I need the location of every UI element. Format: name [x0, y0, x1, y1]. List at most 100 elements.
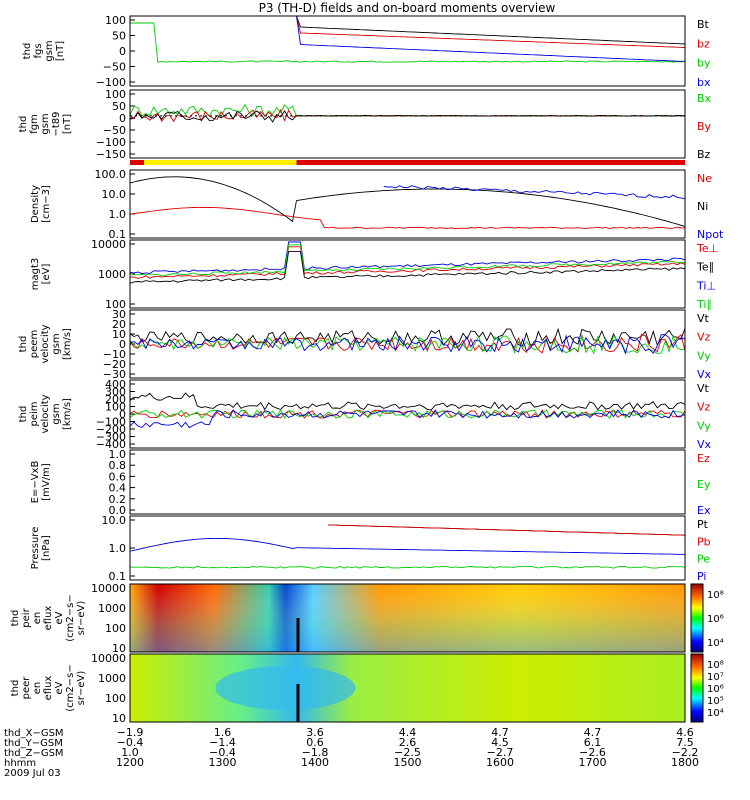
legend-entry: Te∥	[696, 261, 714, 274]
mode-bar	[130, 160, 685, 165]
xaxis-value: 0.6	[306, 736, 324, 749]
legend-entry: Npot	[697, 228, 724, 241]
axis-label: eflux	[43, 606, 54, 631]
xaxis-value: −1.4	[209, 736, 236, 749]
tick-label: 10.0	[102, 188, 127, 201]
colorbar-tick-label: 10⁸	[707, 660, 724, 671]
colorbar-tick-label: 10⁶	[707, 684, 724, 695]
series-line	[129, 409, 686, 419]
spectrogram-feature	[215, 666, 356, 710]
axis-label: [nPa]	[41, 535, 52, 561]
series-line	[129, 327, 686, 347]
axis-label: eV	[54, 681, 65, 694]
series-line	[129, 246, 686, 279]
tick-label: −150	[96, 148, 126, 161]
legend-entry: Vy	[697, 349, 711, 362]
axis-label: [km/s]	[62, 398, 73, 430]
axis-label: fgs	[33, 43, 44, 58]
legend-entry: Bx	[697, 92, 712, 105]
tick-label: 0.2	[109, 493, 127, 506]
xaxis-value: −1.8	[302, 746, 329, 759]
panel-frame	[129, 309, 686, 379]
tick-label: −400	[96, 438, 126, 451]
xaxis-value: 6.1	[584, 736, 602, 749]
tick-label: 1.0	[109, 542, 127, 555]
legend-entry: Vy	[697, 419, 711, 432]
axis-label: (cm2−s−	[65, 594, 76, 641]
axis-label: peir	[21, 607, 32, 627]
axis-label: gsm	[51, 333, 62, 354]
tick-label: −30	[103, 368, 126, 381]
axis-label: sr−eV)	[76, 601, 87, 636]
tick-label: 100	[105, 622, 126, 635]
tick-label: 50	[112, 30, 126, 43]
colorbar-tick-label: 10⁸	[707, 590, 724, 601]
axis-label: thd	[18, 406, 29, 423]
panel-frame	[129, 653, 686, 723]
mode-bar-segment	[296, 160, 685, 165]
xaxis-value: 1.0	[121, 746, 139, 759]
figure-title: P3 (TH-D) fields and on-board moments ov…	[259, 1, 556, 15]
tick-label: 0	[119, 338, 126, 351]
legend-entry: bz	[697, 37, 710, 50]
tick-label: 10	[112, 712, 126, 725]
axis-label: peer	[21, 676, 32, 700]
xaxis-date: 2009 Jul 03	[4, 768, 61, 779]
xaxis-value: 3.6	[306, 726, 324, 739]
data-gap-bar	[296, 684, 300, 722]
axis-label: [eV]	[41, 264, 52, 285]
panel-fgs: thd fgs gsm [nT] 100 50 0 −50 −100 Bt bz by bx	[22, 14, 711, 89]
legend-entry: Ti∥	[696, 298, 712, 311]
tick-label: −100	[96, 416, 126, 429]
series-line	[129, 565, 686, 569]
xaxis-value: −2.5	[394, 746, 421, 759]
axis-label: [nT]	[55, 41, 66, 61]
xaxis-value: 1600	[486, 756, 514, 769]
axis-label: thd	[22, 43, 33, 60]
legend-entry: Ne	[697, 172, 712, 185]
axis-label: peim	[29, 401, 40, 426]
tick-label: 10	[112, 328, 126, 341]
axis-label: −t89	[51, 111, 62, 136]
tick-label: 20	[112, 318, 126, 331]
panel-frame	[129, 89, 686, 159]
legend-entry: Ey	[697, 478, 711, 491]
xaxis-row-label: thd_X−GSM	[4, 728, 64, 739]
series-line	[129, 110, 686, 123]
axis-label: thd	[10, 610, 21, 627]
panel-frame	[129, 169, 686, 239]
tick-label: 100	[105, 88, 126, 101]
tick-label: 100	[105, 298, 126, 311]
series-line	[129, 334, 686, 355]
xaxis-value: −2.7	[487, 746, 514, 759]
legend-entry: Te⊥	[696, 242, 718, 255]
axis-label: Pressure	[30, 527, 41, 570]
tick-label: 1000	[98, 268, 126, 281]
mode-bar-segment	[144, 160, 297, 165]
tick-label: 0.4	[109, 482, 127, 495]
tick-label: 100	[105, 692, 126, 705]
series-line	[130, 15, 686, 62]
tick-label: 100	[105, 14, 126, 27]
xaxis-value: 2.6	[399, 736, 417, 749]
legend-entry: Bt	[697, 18, 710, 31]
tick-label: 0.0	[109, 504, 127, 517]
tick-label: −20	[103, 358, 126, 371]
tick-label: −50	[103, 61, 126, 74]
axis-label: en	[32, 682, 43, 695]
legend-entry: Vz	[697, 331, 711, 344]
series-line	[129, 206, 686, 229]
axis-label: magt3	[30, 258, 41, 291]
axis-label: en	[32, 612, 43, 625]
series-line	[129, 241, 686, 275]
series-line	[130, 22, 686, 63]
xaxis-value: 1500	[394, 756, 422, 769]
axis-label: E=−VxB	[30, 461, 41, 504]
axis-label: [km/s]	[62, 328, 73, 360]
axis-label: eflux	[43, 676, 54, 701]
legend-entry: Ex	[697, 504, 711, 517]
legend-entry: Bz	[697, 148, 711, 161]
axis-label: [mV/m]	[41, 463, 52, 501]
tick-label: 0.6	[109, 470, 127, 483]
